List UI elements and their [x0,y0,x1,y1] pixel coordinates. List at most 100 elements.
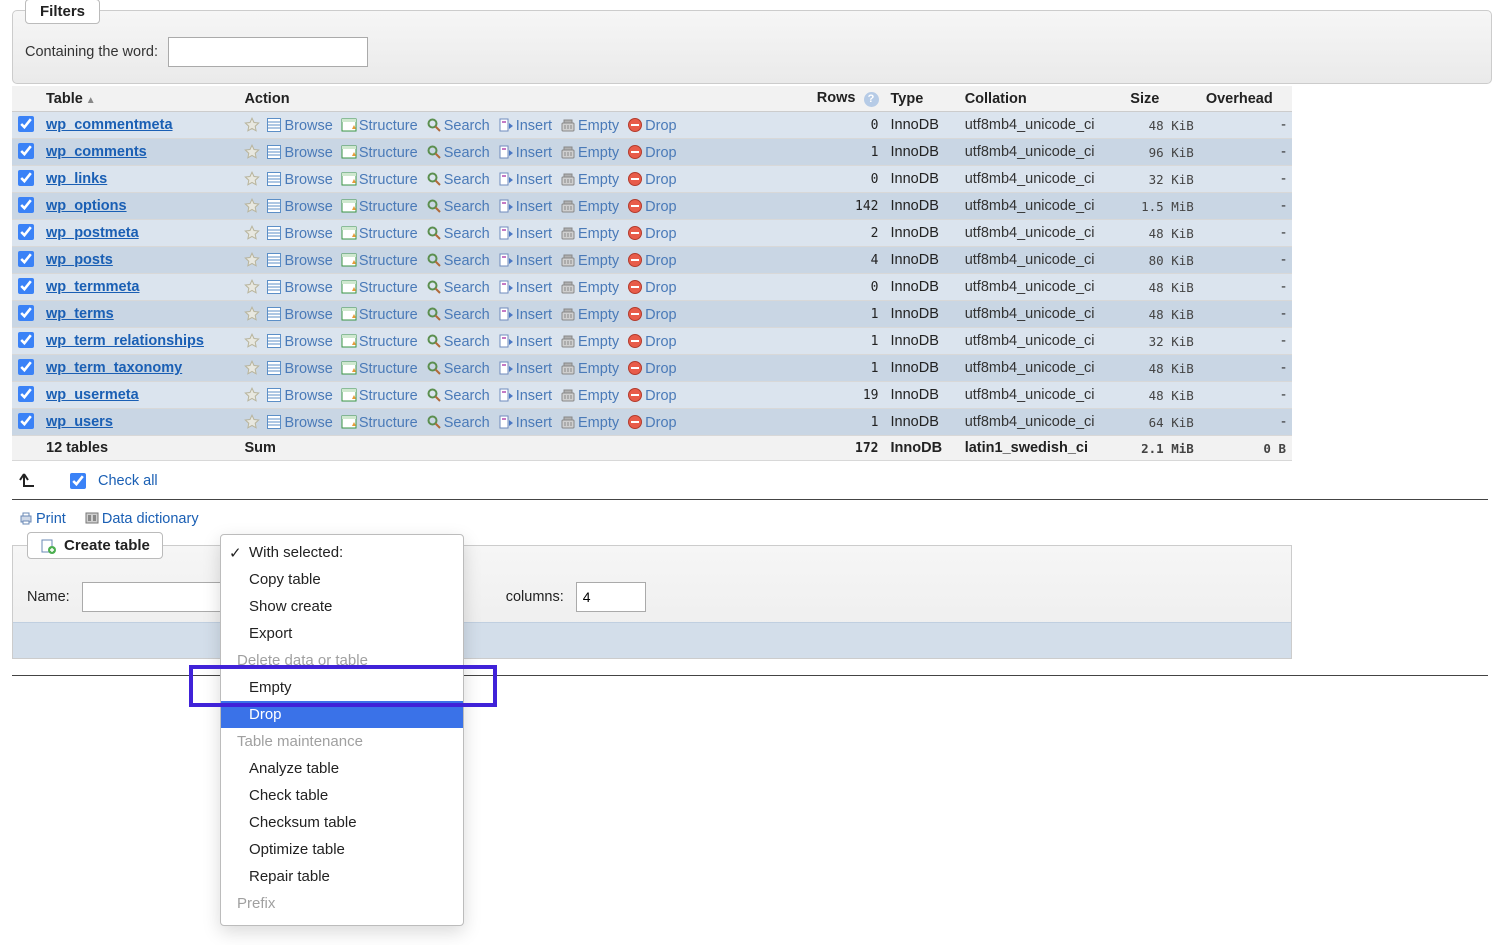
empty-link[interactable]: Empty [578,307,619,323]
table-name-link[interactable]: wp_posts [46,252,113,268]
empty-link[interactable]: Empty [578,145,619,161]
structure-link[interactable]: Structure [359,280,418,296]
check-all-label[interactable]: Check all [98,473,158,489]
table-name-link[interactable]: wp_termmeta [46,279,139,295]
browse-link[interactable]: Browse [284,118,332,134]
empty-link[interactable]: Empty [578,415,619,431]
row-checkbox[interactable] [18,413,34,429]
drop-link[interactable]: Drop [645,307,676,323]
insert-link[interactable]: Insert [516,361,552,377]
star-icon[interactable] [244,414,260,430]
empty-link[interactable]: Empty [578,118,619,134]
empty-link[interactable]: Empty [578,280,619,296]
browse-link[interactable]: Browse [284,145,332,161]
row-checkbox[interactable] [18,359,34,375]
dropdown-item[interactable]: Export [221,620,463,647]
collation-cell[interactable]: utf8mb4_unicode_ci [959,247,1125,274]
structure-link[interactable]: Structure [359,415,418,431]
browse-link[interactable]: Browse [284,334,332,350]
empty-link[interactable]: Empty [578,172,619,188]
data-dictionary-link[interactable]: Data dictionary [84,511,199,527]
collation-cell[interactable]: utf8mb4_unicode_ci [959,274,1125,301]
dropdown-item[interactable]: Analyze table [221,755,463,782]
structure-link[interactable]: Structure [359,253,418,269]
browse-link[interactable]: Browse [284,172,332,188]
table-name-link[interactable]: wp_terms [46,306,114,322]
star-icon[interactable] [244,225,260,241]
insert-link[interactable]: Insert [516,199,552,215]
insert-link[interactable]: Insert [516,226,552,242]
insert-link[interactable]: Insert [516,145,552,161]
drop-link[interactable]: Drop [645,415,676,431]
search-link[interactable]: Search [444,334,490,350]
empty-link[interactable]: Empty [578,361,619,377]
structure-link[interactable]: Structure [359,388,418,404]
dropdown-item[interactable]: Drop [221,701,463,728]
star-icon[interactable] [244,252,260,268]
structure-link[interactable]: Structure [359,226,418,242]
drop-link[interactable]: Drop [645,118,676,134]
containing-input[interactable] [168,37,368,67]
empty-link[interactable]: Empty [578,199,619,215]
search-link[interactable]: Search [444,361,490,377]
row-checkbox[interactable] [18,170,34,186]
browse-link[interactable]: Browse [284,415,332,431]
browse-link[interactable]: Browse [284,307,332,323]
browse-link[interactable]: Browse [284,280,332,296]
search-link[interactable]: Search [444,280,490,296]
star-icon[interactable] [244,333,260,349]
col-size[interactable]: Size [1124,86,1200,112]
browse-link[interactable]: Browse [284,361,332,377]
search-link[interactable]: Search [444,199,490,215]
table-name-link[interactable]: wp_term_relationships [46,333,204,349]
structure-link[interactable]: Structure [359,361,418,377]
star-icon[interactable] [244,171,260,187]
star-icon[interactable] [244,387,260,403]
row-checkbox[interactable] [18,224,34,240]
row-checkbox[interactable] [18,197,34,213]
table-name-link[interactable]: wp_commentmeta [46,117,173,133]
structure-link[interactable]: Structure [359,118,418,134]
col-overhead[interactable]: Overhead [1200,86,1292,112]
row-checkbox[interactable] [18,116,34,132]
insert-link[interactable]: Insert [516,334,552,350]
star-icon[interactable] [244,360,260,376]
structure-link[interactable]: Structure [359,145,418,161]
drop-link[interactable]: Drop [645,226,676,242]
star-icon[interactable] [244,306,260,322]
drop-link[interactable]: Drop [645,280,676,296]
row-checkbox[interactable] [18,143,34,159]
search-link[interactable]: Search [444,253,490,269]
row-checkbox[interactable] [18,305,34,321]
insert-link[interactable]: Insert [516,388,552,404]
structure-link[interactable]: Structure [359,199,418,215]
dropdown-item[interactable]: Check table [221,782,463,809]
drop-link[interactable]: Drop [645,253,676,269]
collation-cell[interactable]: utf8mb4_unicode_ci [959,409,1125,436]
star-icon[interactable] [244,279,260,295]
collation-cell[interactable]: utf8mb4_unicode_ci [959,166,1125,193]
insert-link[interactable]: Insert [516,118,552,134]
collation-cell[interactable]: utf8mb4_unicode_ci [959,355,1125,382]
collation-cell[interactable]: utf8mb4_unicode_ci [959,139,1125,166]
browse-link[interactable]: Browse [284,199,332,215]
drop-link[interactable]: Drop [645,334,676,350]
star-icon[interactable] [244,117,260,133]
collation-cell[interactable]: utf8mb4_unicode_ci [959,220,1125,247]
dropdown-item[interactable]: Repair table [221,863,463,890]
drop-link[interactable]: Drop [645,361,676,377]
insert-link[interactable]: Insert [516,253,552,269]
table-name-link[interactable]: wp_term_taxonomy [46,360,182,376]
collation-cell[interactable]: utf8mb4_unicode_ci [959,193,1125,220]
empty-link[interactable]: Empty [578,253,619,269]
insert-link[interactable]: Insert [516,415,552,431]
search-link[interactable]: Search [444,415,490,431]
search-link[interactable]: Search [444,388,490,404]
structure-link[interactable]: Structure [359,334,418,350]
table-name-link[interactable]: wp_options [46,198,127,214]
empty-link[interactable]: Empty [578,388,619,404]
search-link[interactable]: Search [444,145,490,161]
dropdown-item[interactable]: Show create [221,593,463,620]
dropdown-item[interactable]: Checksum table [221,809,463,836]
collation-cell[interactable]: utf8mb4_unicode_ci [959,301,1125,328]
